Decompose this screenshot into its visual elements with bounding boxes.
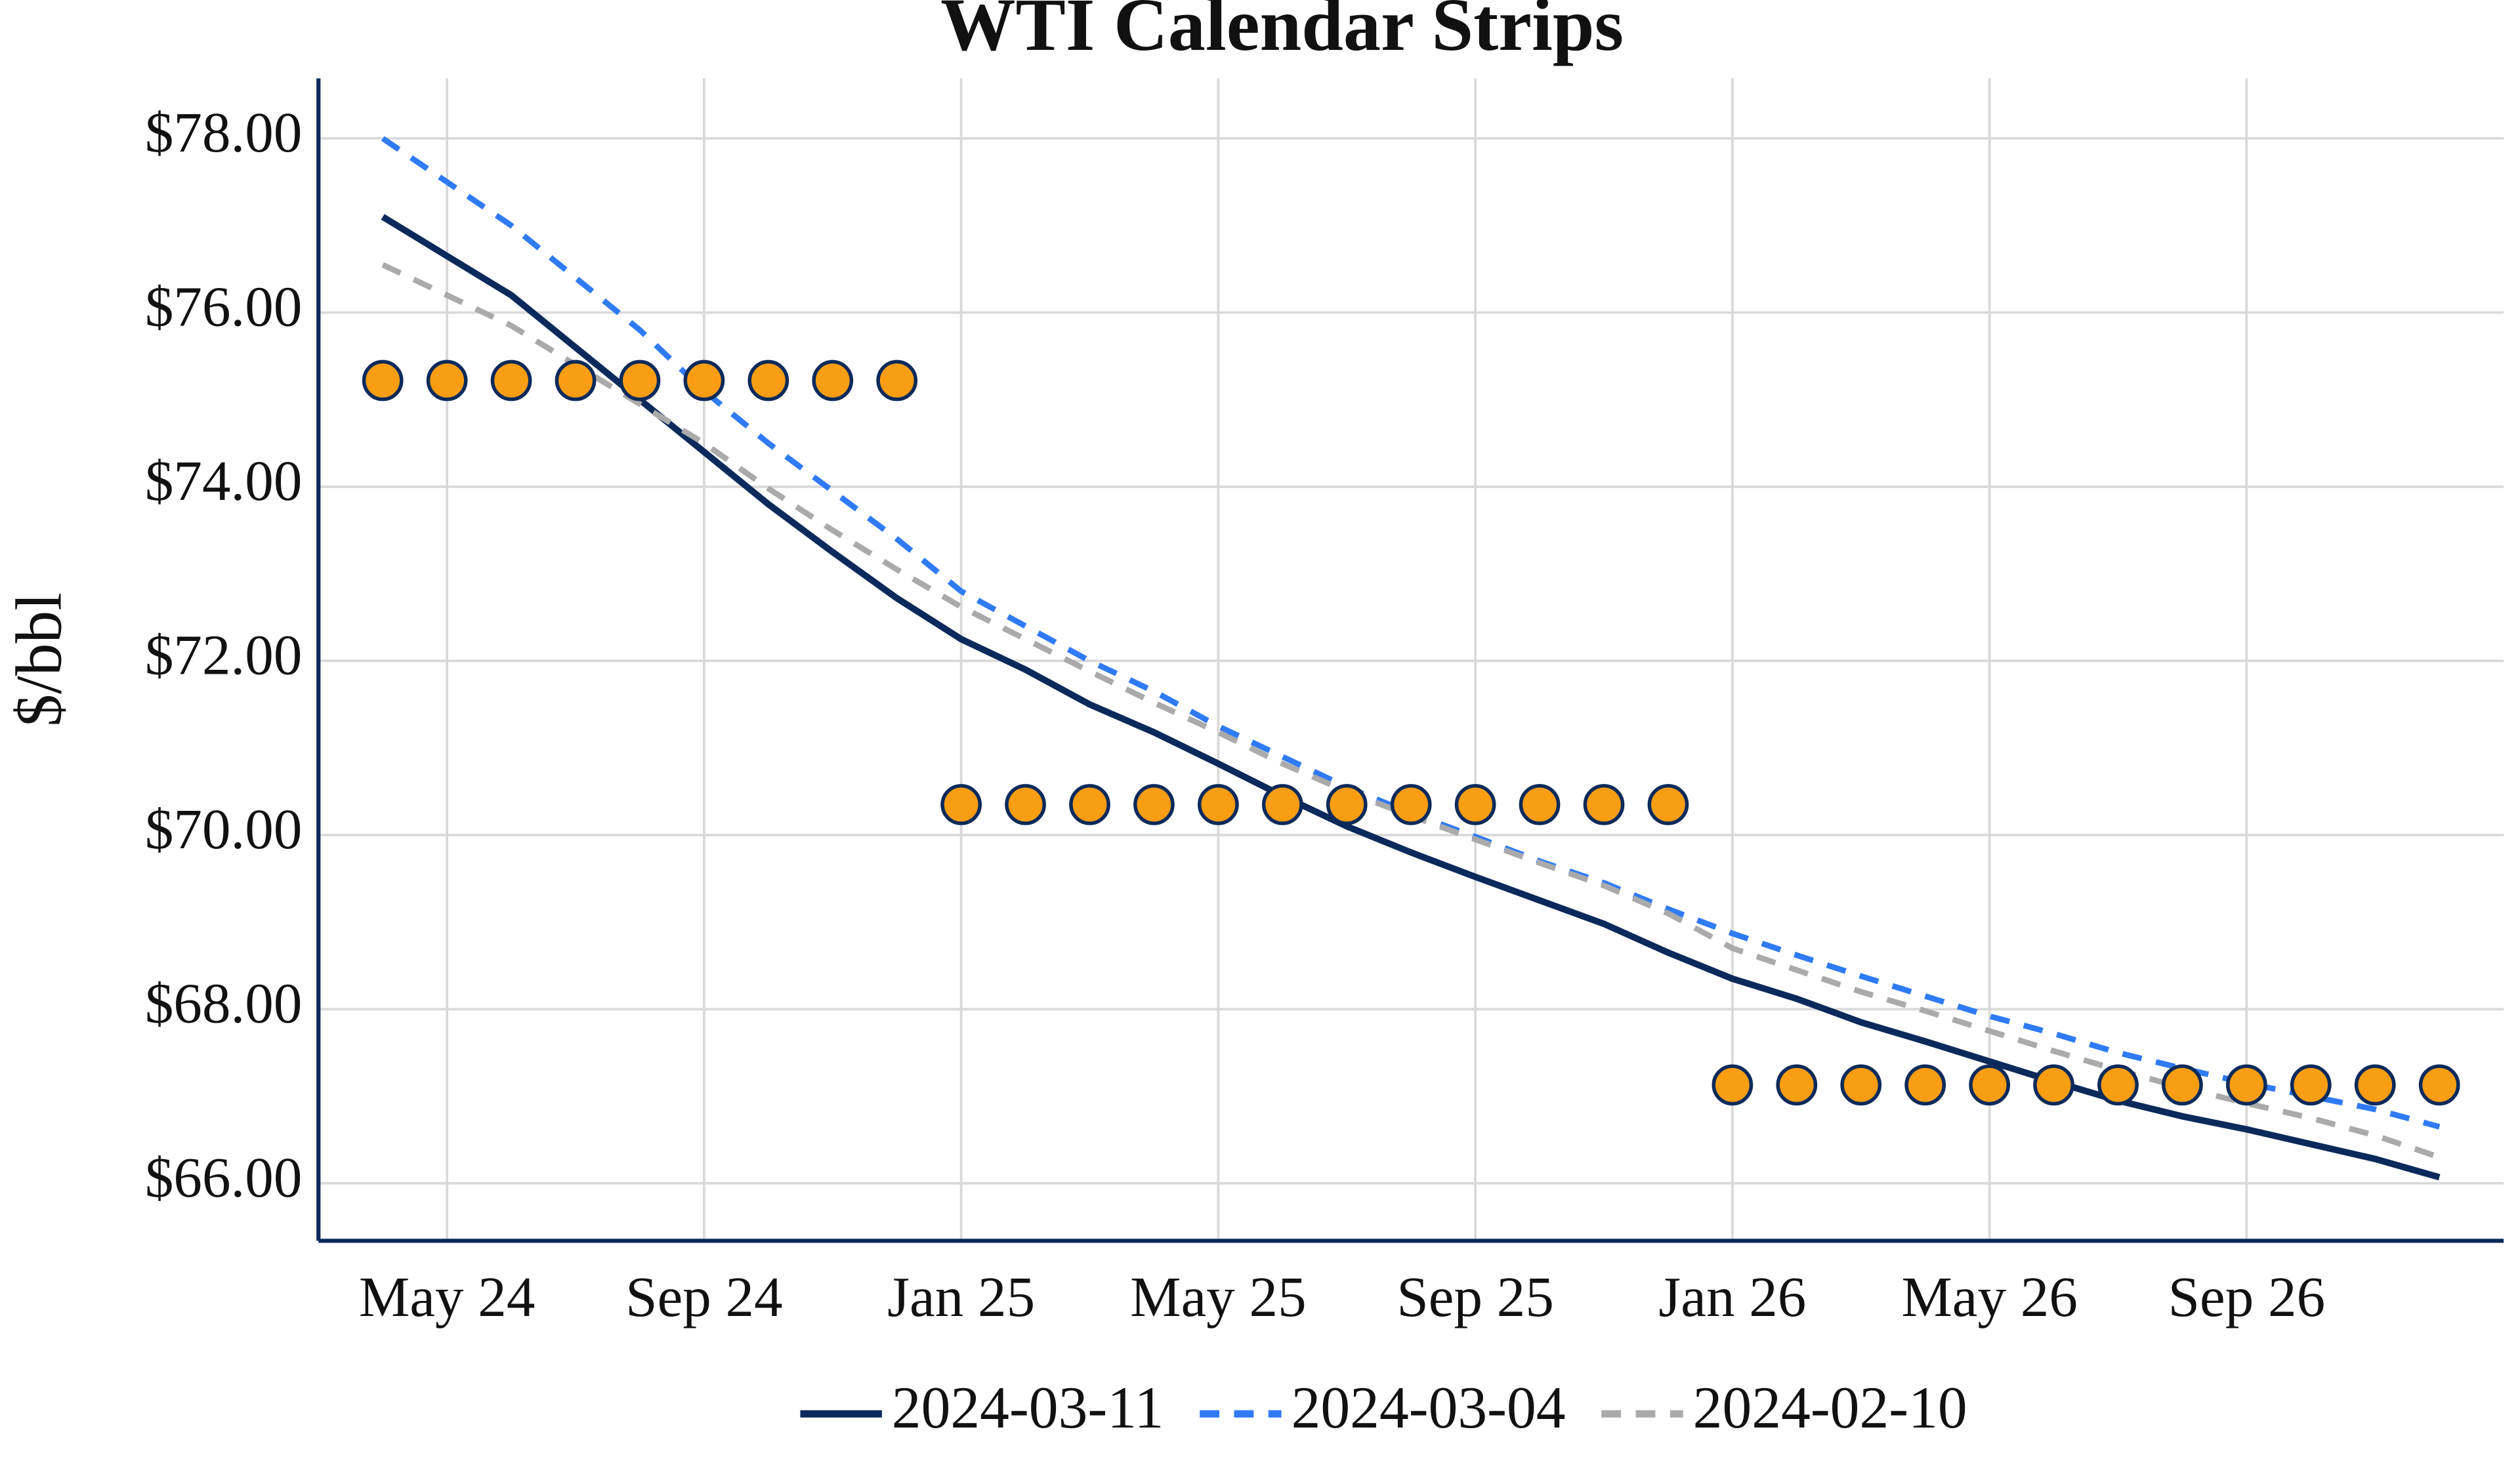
strip-point (1647, 784, 1689, 825)
strip-point (1198, 784, 1239, 825)
strip-point (747, 360, 789, 401)
strip-point (2097, 1064, 2139, 1106)
strip-point (683, 360, 725, 401)
strip-point (1454, 784, 1496, 825)
strip-point (1583, 784, 1625, 825)
strip-point (2033, 1064, 2074, 1106)
x-tick-label: May 24 (359, 1265, 536, 1328)
strip-point (2354, 1064, 2396, 1106)
strip-point (490, 360, 532, 401)
strip-point (876, 360, 918, 401)
y-tick-label: $78.00 (145, 100, 303, 164)
x-tick-label: Sep 26 (2168, 1265, 2326, 1328)
strip-point (1904, 1064, 1946, 1106)
legend: 2024-03-11 2024-03-04 2024-02-10 (800, 1376, 1967, 1441)
series-line (381, 214, 2441, 1181)
strip-point (426, 360, 468, 401)
x-tick-label: May 26 (1901, 1265, 2078, 1328)
strip-point (2226, 1064, 2267, 1106)
legend-label: 2024-02-10 (1693, 1376, 1967, 1441)
strip-point (1776, 1064, 1818, 1106)
series-line (381, 262, 2441, 1161)
x-tick-label: Jan 25 (887, 1265, 1035, 1328)
strip-point (2162, 1064, 2203, 1106)
x-tick-label: Sep 24 (625, 1265, 783, 1328)
strip-point (619, 360, 661, 401)
strip-point (362, 360, 404, 401)
strip-point (1005, 784, 1046, 825)
legend-label: 2024-03-11 (892, 1376, 1164, 1441)
y-tick-label: $74.00 (145, 449, 303, 512)
x-tick-label: Sep 25 (1396, 1265, 1554, 1328)
strip-point (1969, 1064, 2010, 1106)
x-tick-label: May 25 (1130, 1265, 1307, 1328)
strip-point (1840, 1064, 1882, 1106)
strip-point (1261, 784, 1303, 825)
y-tick-label: $66.00 (145, 1145, 303, 1209)
y-tick-label: $76.00 (145, 274, 303, 338)
y-tick-label: $70.00 (145, 797, 303, 861)
strip-point (812, 360, 854, 401)
strip-point (1069, 784, 1110, 825)
y-tick-label: $72.00 (145, 623, 303, 686)
series-line (381, 136, 2441, 1130)
strip-point (940, 784, 982, 825)
legend-label: 2024-03-04 (1292, 1376, 1566, 1441)
strip-point (1519, 784, 1561, 825)
strip-point (1133, 784, 1175, 825)
strip-point (1712, 1064, 1754, 1106)
strip-point (555, 360, 597, 401)
strip-point (1326, 784, 1368, 825)
chart-title: WTI Calendar Strips (940, 0, 1624, 66)
strip-point (2418, 1064, 2460, 1106)
y-tick-label: $68.00 (145, 971, 303, 1035)
strip-point (1390, 784, 1432, 825)
x-tick-label: Jan 26 (1658, 1265, 1806, 1328)
strip-point (2290, 1064, 2332, 1106)
y-axis-label: $/bbl (3, 592, 75, 727)
